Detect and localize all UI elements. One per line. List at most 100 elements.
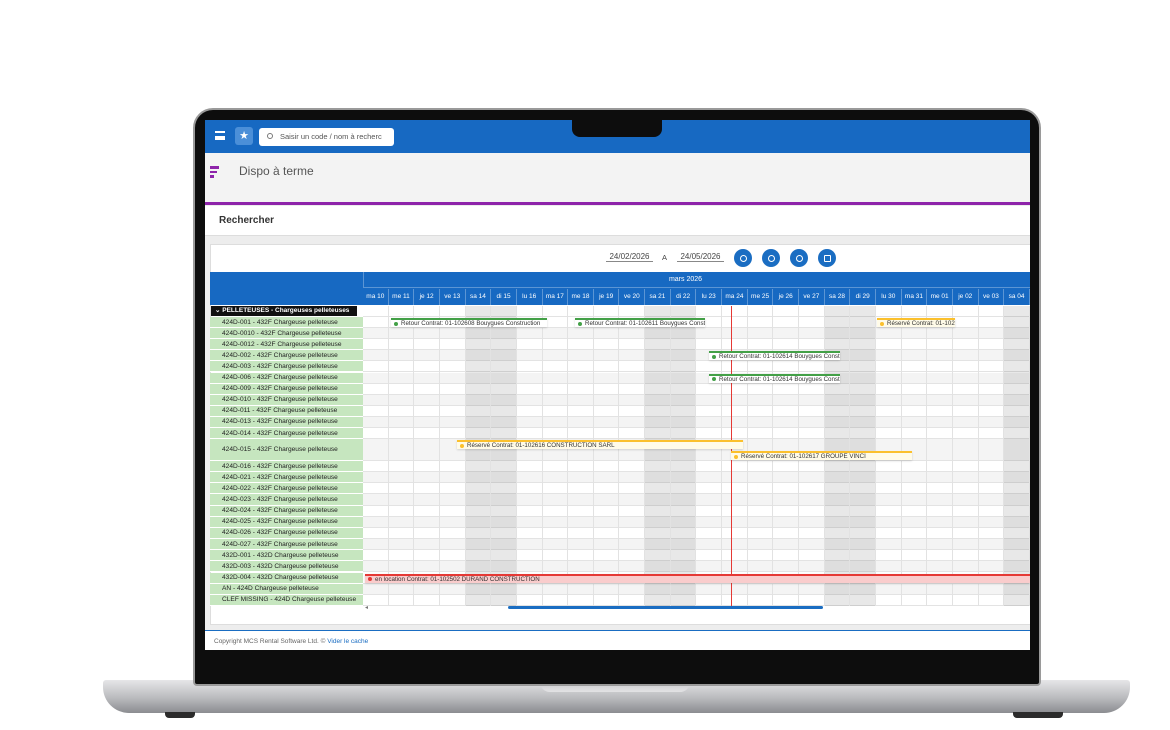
row-label[interactable]: 424D-0012 - 432F Chargeuse pelleteuse xyxy=(210,339,363,351)
booking-label: Retour Contrat: 01-102614 Bouygues Const xyxy=(719,375,840,383)
booking-dot xyxy=(734,454,738,459)
booking[interactable]: Retour Contrat: 01-102614 Bouygues Const xyxy=(709,351,840,361)
date-from[interactable]: 24/02/2026 xyxy=(606,252,653,262)
row-stripe xyxy=(363,550,1030,562)
weekend-column xyxy=(1004,306,1030,606)
row-label[interactable]: 424D-009 - 432F Chargeuse pelleteuse xyxy=(210,383,363,395)
day-header: di 29 xyxy=(850,289,876,305)
booking-label: Réservé Contrat: 01-102617 GROUPE VINCI xyxy=(741,453,866,461)
row-label[interactable]: 432D-003 - 432D Chargeuse pelleteuse xyxy=(210,561,363,573)
row-label[interactable]: 424D-002 - 432F Chargeuse pelleteuse xyxy=(210,350,363,362)
row-label[interactable]: 424D-011 - 432F Chargeuse pelleteuse xyxy=(210,405,363,417)
booking[interactable]: Retour Contrat: 01-102608 Bouygues Const… xyxy=(391,318,547,327)
booking-label: Retour Contrat: 01-102611 Bouygues Const xyxy=(585,320,705,327)
zoom-in-button[interactable] xyxy=(762,249,780,267)
row-label[interactable]: 424D-010 - 432F Chargeuse pelleteuse xyxy=(210,394,363,406)
day-column xyxy=(902,306,928,606)
scrollbar[interactable] xyxy=(508,606,823,609)
booking[interactable]: Retour Contrat: 01-102614 Bouygues Const xyxy=(709,373,840,383)
booking[interactable]: Réservé Contrat: 01-1026 xyxy=(877,318,955,327)
row-label[interactable]: 432D-004 - 432D Chargeuse pelleteuse xyxy=(210,572,363,584)
day-column xyxy=(363,306,389,606)
booking[interactable]: Retour Contrat: 01-102611 Bouygues Const xyxy=(575,318,705,327)
refresh-button[interactable] xyxy=(734,249,752,267)
row-stripe xyxy=(363,494,1030,506)
day-header: ve 20 xyxy=(620,289,646,305)
row-label[interactable]: 424D-024 - 432F Chargeuse pelleteuse xyxy=(210,505,363,517)
day-column xyxy=(440,306,466,606)
row-label[interactable]: 424D-015 - 432F Chargeuse pelleteuse xyxy=(210,439,363,462)
row-label[interactable]: 424D-021 - 432F Chargeuse pelleteuse xyxy=(210,472,363,484)
row-label[interactable]: 424D-001 - 432F Chargeuse pelleteuse xyxy=(210,317,363,329)
row-stripe xyxy=(363,339,1030,351)
day-header: je 12 xyxy=(414,289,440,305)
day-header: lu 16 xyxy=(517,289,543,305)
save-button[interactable] xyxy=(818,249,836,267)
booking[interactable]: Réservé Contrat: 01-102617 GROUPE VINCI xyxy=(731,451,912,461)
accent-line xyxy=(205,202,1030,205)
row-label[interactable]: 432D-001 - 432D Chargeuse pelleteuse xyxy=(210,550,363,562)
row-label[interactable]: AN - 424D Chargeuse pelleteuse xyxy=(210,583,363,595)
footer xyxy=(205,630,1030,650)
booking-label: Réservé Contrat: 01-102616 CONSTRUCTION … xyxy=(467,442,615,450)
day-header: ve 27 xyxy=(799,289,825,305)
row-stripe xyxy=(363,394,1030,406)
day-column xyxy=(543,306,569,606)
date-to[interactable]: 24/05/2026 xyxy=(677,252,724,262)
weekend-column xyxy=(670,306,697,606)
day-column xyxy=(414,306,440,606)
row-label[interactable]: 424D-013 - 432F Chargeuse pelleteuse xyxy=(210,416,363,428)
row-label[interactable]: CLEF MISSING - 424D Chargeuse pelleteuse xyxy=(210,594,363,606)
search-box[interactable]: Saisir un code / nom à recherc xyxy=(259,128,394,146)
weekend-column xyxy=(465,306,492,606)
camera-notch xyxy=(572,120,662,137)
day-header: di 22 xyxy=(671,289,697,305)
row-stripe xyxy=(363,583,1030,595)
row-label[interactable]: 424D-003 - 432F Chargeuse pelleteuse xyxy=(210,361,363,373)
row-stripe xyxy=(363,527,1030,539)
favorites-button[interactable]: ★ xyxy=(235,127,253,145)
weekend-column xyxy=(645,306,671,606)
day-column xyxy=(696,306,723,606)
row-label[interactable]: 424D-014 - 432F Chargeuse pelleteuse xyxy=(210,428,363,440)
page-header xyxy=(205,153,1030,202)
zoom-out-button[interactable] xyxy=(790,249,808,267)
menu-button[interactable] xyxy=(215,131,225,140)
weekend-column xyxy=(491,306,517,606)
day-column xyxy=(517,306,543,606)
booking[interactable]: Réservé Contrat: 01-102616 CONSTRUCTION … xyxy=(457,440,743,450)
search-panel[interactable] xyxy=(205,206,1030,236)
day-column xyxy=(953,306,979,606)
month-label: mars 2026 xyxy=(668,276,703,283)
day-header: ma 17 xyxy=(543,289,569,305)
day-column xyxy=(568,306,594,606)
day-header: sa 21 xyxy=(645,289,671,305)
row-stripe xyxy=(363,505,1030,517)
row-label[interactable]: 424D-022 - 432F Chargeuse pelleteuse xyxy=(210,483,363,495)
row-label[interactable]: 424D-023 - 432F Chargeuse pelleteuse xyxy=(210,494,363,506)
booking[interactable]: en location Contrat: 01-102502 DURAND CO… xyxy=(365,573,1030,583)
row-stripe xyxy=(363,416,1030,428)
search-placeholder: Saisir un code / nom à recherc xyxy=(280,132,382,141)
booking-dot xyxy=(712,354,716,359)
row-label[interactable]: 424D-026 - 432F Chargeuse pelleteuse xyxy=(210,527,363,539)
booking-dot xyxy=(368,577,372,581)
date-separator: A xyxy=(662,253,668,262)
day-header: sa 04 xyxy=(1004,289,1030,305)
row-stripe xyxy=(363,516,1030,528)
day-header: me 25 xyxy=(748,289,774,305)
group-header[interactable]: ⌄ PELLETEUSES - Chargeuses pelleteuses xyxy=(211,306,357,316)
day-column xyxy=(389,306,415,606)
row-stripe xyxy=(363,372,1030,384)
laptop-foot xyxy=(1013,712,1063,718)
row-label[interactable]: 424D-027 - 432F Chargeuse pelleteuse xyxy=(210,539,363,551)
row-stripe xyxy=(363,461,1030,473)
row-label[interactable]: 424D-0010 - 432F Chargeuse pelleteuse xyxy=(210,328,363,340)
booking-label: Retour Contrat: 01-102608 Bouygues Const… xyxy=(401,320,541,327)
row-label[interactable]: 424D-016 - 432F Chargeuse pelleteuse xyxy=(210,461,363,473)
clear-cache-link[interactable]: Vider le cache xyxy=(327,638,369,645)
row-label[interactable]: 424D-025 - 432F Chargeuse pelleteuse xyxy=(210,516,363,528)
group-label: PELLETEUSES - Chargeuses pelleteuses xyxy=(222,307,350,314)
row-label[interactable]: 424D-006 - 432F Chargeuse pelleteuse xyxy=(210,372,363,384)
scroll-left[interactable]: ◂ xyxy=(365,605,369,611)
